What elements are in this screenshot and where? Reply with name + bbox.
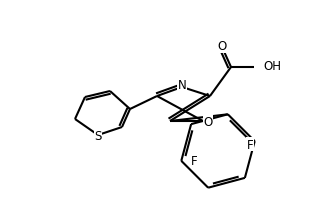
Text: O: O (217, 40, 226, 53)
Text: F: F (246, 138, 253, 151)
Text: O: O (203, 116, 213, 129)
Text: OH: OH (263, 60, 281, 73)
Text: N: N (178, 79, 186, 92)
Text: S: S (94, 129, 102, 142)
Text: F: F (191, 155, 198, 167)
